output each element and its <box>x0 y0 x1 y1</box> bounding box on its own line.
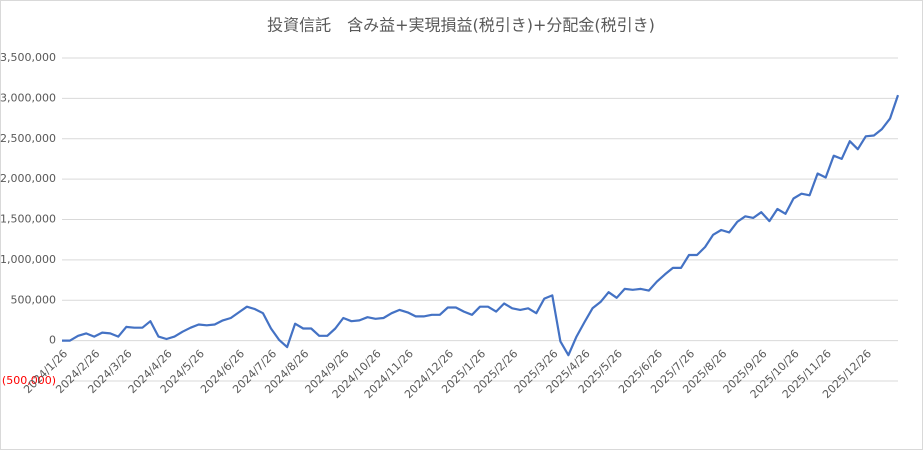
data-line <box>62 94 900 357</box>
y-tick-label: 2,500,000 <box>0 132 56 145</box>
y-tick-label: 2,000,000 <box>0 172 56 185</box>
y-tick-label: 0 <box>49 334 56 347</box>
y-tick-label: 1,000,000 <box>0 253 56 266</box>
y-tick-label: 500,000 <box>11 293 57 306</box>
chart-title: 投資信託 含み益+実現損益(税引き)+分配金(税引き) <box>267 16 655 35</box>
y-tick-label: 3,000,000 <box>0 91 56 104</box>
y-tick-label: (500,000) <box>2 374 56 387</box>
y-tick-label: 1,500,000 <box>0 213 56 226</box>
y-tick-label: 3,500,000 <box>0 51 56 64</box>
